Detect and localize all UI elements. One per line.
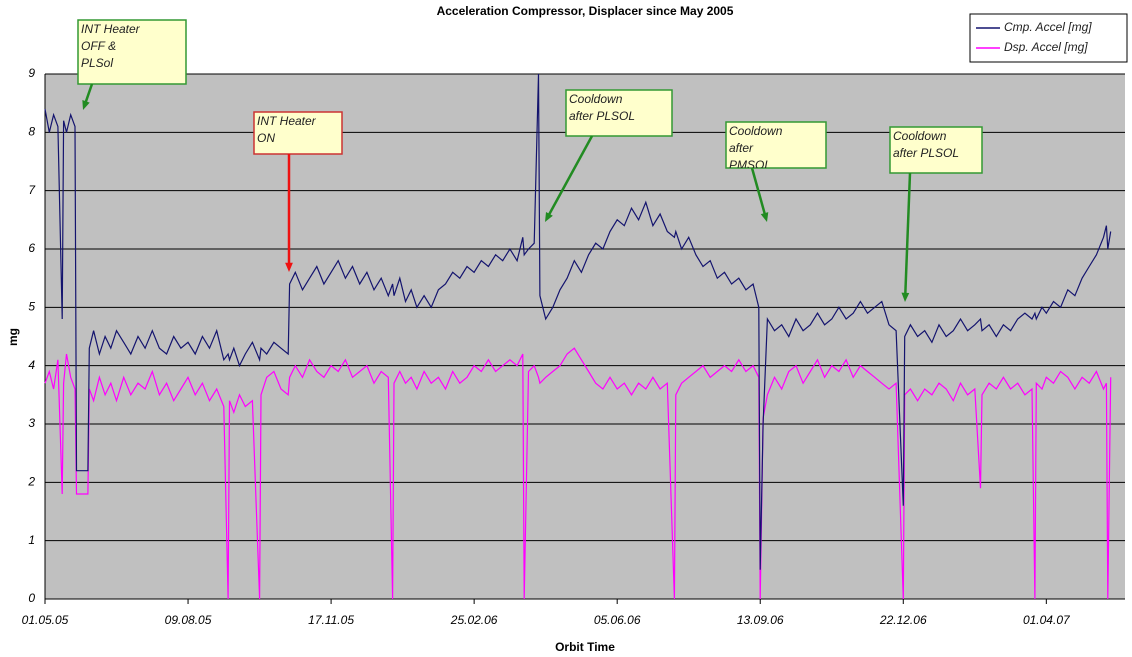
annotation-arrow [750,167,767,217]
x-tick-label: 22.12.06 [879,613,927,627]
annotation-arrow [83,83,94,105]
annotation-line: INT Heater [81,22,141,36]
y-tick-label: 4 [28,358,35,372]
annotation-line: Cooldown [729,124,783,138]
annotation-box [77,19,187,85]
x-tick-label: 09.08.05 [165,613,212,627]
annotation-arrow [903,172,912,297]
y-tick-label: 5 [28,300,35,314]
x-axis-label: Orbit Time [555,640,615,654]
arrow-head [545,212,553,222]
series-line [44,347,1112,600]
y-tick-label: 2 [27,475,35,489]
annotation-line: after PLSOL [569,109,635,123]
annotation-line: ON [257,131,275,145]
series-line [44,73,1112,570]
y-tick-label: 6 [28,241,35,255]
annotation-box [725,121,827,169]
arrow-head [82,100,90,110]
annotation-text: Cooldown after PLSOL [569,92,635,123]
annotation-text: INT Heater ON [257,114,317,145]
annotation-arrow [546,135,594,218]
y-axis-label: mg [6,328,20,346]
annotation-box [889,126,983,174]
annotation-line: OFF & [81,39,116,53]
annotation-text: Cooldown after PLSOL [893,129,959,160]
annotation-box [253,111,343,155]
arrow-head [901,292,910,302]
annotation-text: INT Heater OFF & PLSol [81,22,141,70]
arrow-head [760,212,769,222]
y-tick-label: 9 [28,66,35,80]
legend-label: Dsp. Accel [mg] [1004,40,1088,54]
legend-box [969,13,1128,63]
annotation-line: INT Heater [257,114,317,128]
x-tick-label: 05.06.06 [594,613,641,627]
annotation-line: Cooldown [893,129,947,143]
y-tick-label: 3 [28,416,35,430]
annotation-box [565,89,673,137]
y-tick-label: 1 [28,533,35,547]
x-tick-label: 13.09.06 [737,613,784,627]
y-tick-label: 8 [28,125,35,139]
chart-title: Acceleration Compressor, Displacer since… [437,4,734,18]
x-tick-label: 01.05.05 [22,613,69,627]
y-tick-label: 7 [28,183,36,197]
annotation-line: PLSol [81,56,113,70]
x-tick-label: 01.04.07 [1023,613,1071,627]
legend-label: Cmp. Accel [mg] [1004,20,1092,34]
annotation-line: after PLSOL [893,146,959,160]
annotation-text: Cooldown after PMSOL [729,124,783,172]
annotation-line: Cooldown [569,92,623,106]
x-tick-label: 17.11.05 [308,613,354,627]
annotation-line: after [729,141,754,155]
y-tick-label: 0 [28,591,35,605]
x-tick-label: 25.02.06 [450,613,498,627]
arrow-head [285,262,293,272]
annotation-line: PMSOL [729,158,771,172]
